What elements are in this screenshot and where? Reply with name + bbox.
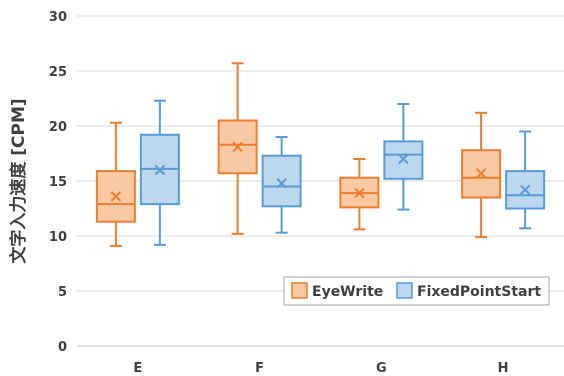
box-series xyxy=(95,62,546,247)
box-fixedpointstart-h xyxy=(505,130,546,230)
mean-marker xyxy=(398,153,409,165)
x-tick-labels: E F G H xyxy=(133,361,508,376)
mean-marker xyxy=(276,177,287,189)
box-eyewrite-e xyxy=(95,121,136,247)
y-axis-label: 文字入力速度 [CPM] xyxy=(8,98,29,263)
x-tick-label: E xyxy=(133,361,142,376)
legend-swatch-eyewrite xyxy=(291,282,308,299)
iqr-box xyxy=(261,154,302,208)
mean-marker xyxy=(232,141,243,153)
box-fixedpointstart-f xyxy=(261,136,302,234)
y-tick-label: 15 xyxy=(49,175,67,190)
box-eyewrite-f xyxy=(217,62,258,235)
legend-frame xyxy=(283,276,550,306)
legend-label-fixedpointstart: FixedPointStart xyxy=(417,284,541,300)
y-tick-label: 10 xyxy=(49,230,67,245)
y-tick-label: 20 xyxy=(49,120,67,135)
y-tick-label: 5 xyxy=(58,285,67,300)
box-fixedpointstart-g xyxy=(383,103,424,211)
mean-marker xyxy=(519,184,531,196)
y-tick-label: 30 xyxy=(49,10,67,25)
y-tick-label: 25 xyxy=(49,65,67,80)
box-eyewrite-g xyxy=(339,158,380,231)
x-tick-label: G xyxy=(376,361,387,376)
box-eyewrite-h xyxy=(461,111,502,239)
legend-label-eyewrite: EyeWrite xyxy=(312,284,383,300)
mean-marker xyxy=(110,191,122,202)
x-tick-label: F xyxy=(255,361,264,376)
y-tick-label: 0 xyxy=(58,340,67,355)
y-tick-labels: 0 5 10 15 20 25 30 xyxy=(49,10,67,355)
mean-marker xyxy=(475,168,487,179)
legend: EyeWrite FixedPointStart xyxy=(283,276,550,306)
mean-marker xyxy=(354,187,365,199)
legend-swatch-fixedpointstart xyxy=(396,282,413,299)
x-tick-label: H xyxy=(498,361,509,376)
mean-marker xyxy=(154,164,166,176)
box-fixedpointstart-e xyxy=(139,99,180,246)
